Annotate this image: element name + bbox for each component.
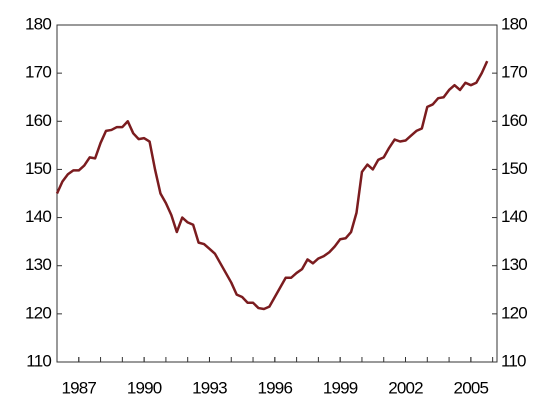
y-tick-label: 150 — [25, 159, 51, 178]
x-tick-label: 1993 — [192, 378, 227, 397]
y2-tick-label: 170 — [501, 63, 527, 82]
y-tick-label: 180 — [25, 14, 51, 33]
y-tick-label: 160 — [25, 111, 51, 130]
y2-tick-label: 120 — [501, 303, 527, 322]
x-tick-label: 1990 — [127, 378, 162, 397]
y2-tick-label: 160 — [501, 111, 527, 130]
x-tick-label: 2005 — [454, 378, 489, 397]
y-tick-label: 130 — [25, 255, 51, 274]
y2-tick-label: 130 — [501, 255, 527, 274]
y2-tick-label: 150 — [501, 159, 527, 178]
y-tick-label: 140 — [25, 207, 51, 226]
y2-tick-label: 180 — [501, 14, 527, 33]
plot-frame — [56, 24, 498, 363]
y-tick-label: 120 — [25, 303, 51, 322]
y2-tick-label: 140 — [501, 207, 527, 226]
x-tick-label: 1987 — [61, 378, 96, 397]
y2-tick-label: 110 — [501, 351, 526, 370]
x-tick-label: 2002 — [388, 378, 423, 397]
y-tick-label: 170 — [25, 63, 51, 82]
x-tick-label: 1999 — [323, 378, 358, 397]
y-tick-label: 110 — [26, 351, 51, 370]
x-tick-label: 1996 — [258, 378, 293, 397]
line-series — [55, 60, 489, 311]
